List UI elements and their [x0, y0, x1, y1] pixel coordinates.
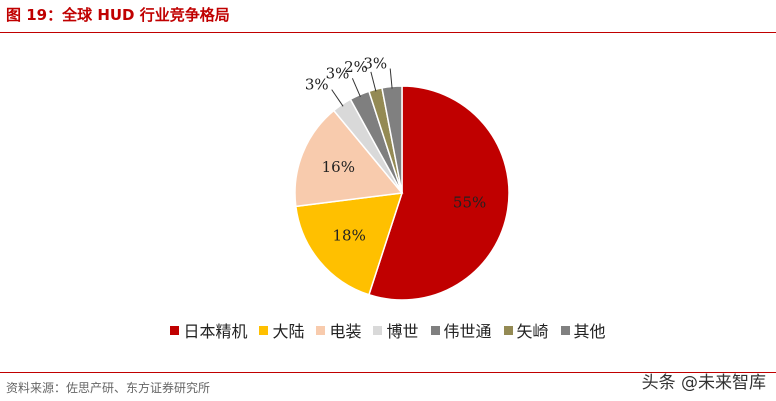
legend-swatch [560, 325, 570, 335]
figure-title: 图 19：全球 HUD 行业竞争格局 [6, 6, 230, 24]
leader-line [331, 89, 344, 107]
footer-divider [0, 372, 776, 373]
legend-swatch [170, 325, 180, 335]
legend-label: 日本精机 [183, 322, 248, 341]
legend-swatch [503, 325, 513, 335]
legend-item: 大陆 [259, 318, 304, 342]
legend-swatch [259, 325, 269, 335]
slice-label: 55% [453, 194, 486, 212]
slice-label: 18% [333, 227, 366, 245]
legend-label: 伟世通 [443, 322, 492, 341]
leader-line [370, 71, 377, 92]
chart-legend: 日本精机 大陆 电装 博世 伟世通 矢崎 其他 [0, 318, 776, 342]
legend-item: 其他 [560, 318, 606, 342]
slice-label: 3% [363, 55, 387, 73]
source-note: 资料来源：佐思产研、东方证券研究所 [6, 381, 211, 395]
legend-label: 矢崎 [516, 322, 549, 341]
leader-line [351, 78, 361, 97]
legend-label: 大陆 [272, 322, 305, 341]
slice-label: 16% [322, 158, 355, 176]
pie-slice [294, 109, 404, 208]
slice-label: 2% [344, 58, 368, 76]
legend-item: 博世 [373, 318, 419, 342]
legend-swatch [373, 325, 383, 335]
watermark: 头条 @未来智库 [641, 373, 766, 393]
slice-label: 3% [326, 64, 350, 82]
legend-item: 矢崎 [503, 318, 549, 342]
label-leader-lines [331, 68, 393, 107]
pie-slice [367, 85, 510, 301]
leader-line [389, 68, 393, 89]
legend-label: 电装 [329, 322, 362, 341]
legend-swatch [430, 325, 440, 335]
slice-label: 3% [305, 76, 329, 94]
legend-item: 电装 [316, 318, 361, 342]
pie-labels: 55%18%16%3%3%2%3% [305, 55, 486, 245]
legend-label: 其他 [573, 322, 606, 341]
title-divider [0, 32, 776, 33]
legend-item: 伟世通 [430, 318, 492, 342]
pie-slice [295, 192, 404, 296]
legend-item: 日本精机 [170, 318, 247, 342]
pie-slices [294, 85, 510, 301]
legend-label: 博世 [386, 322, 419, 341]
legend-swatch [316, 325, 326, 335]
